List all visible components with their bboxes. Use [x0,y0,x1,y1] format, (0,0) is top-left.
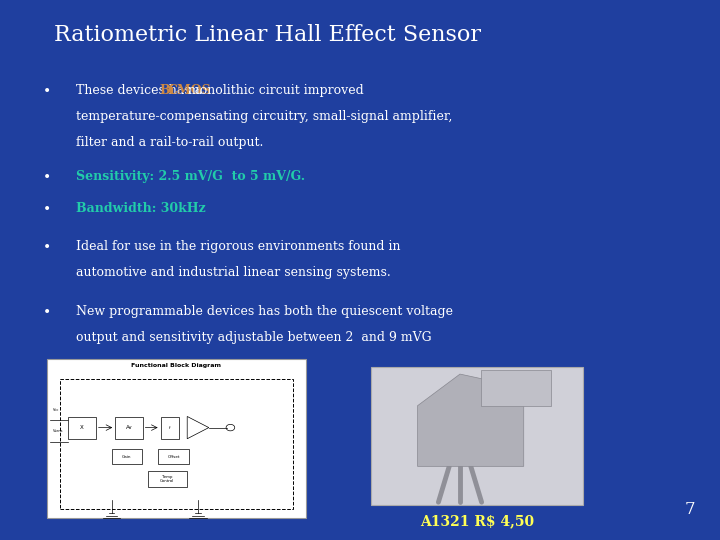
Text: •: • [42,84,51,98]
Text: •: • [42,202,51,217]
FancyBboxPatch shape [112,449,142,464]
Text: temperature-compensating circuitry, small-signal amplifier,: temperature-compensating circuitry, smal… [76,110,452,123]
Text: f: f [168,426,171,430]
Text: X: X [80,426,84,430]
FancyBboxPatch shape [158,449,189,464]
Text: automotive and industrial linear sensing systems.: automotive and industrial linear sensing… [76,266,390,279]
Text: Ratiometric Linear Hall Effect Sensor: Ratiometric Linear Hall Effect Sensor [54,24,481,46]
Text: Bandwidth: 30kHz: Bandwidth: 30kHz [76,202,205,215]
Text: Functional Block Diagram: Functional Block Diagram [132,363,222,368]
FancyBboxPatch shape [47,359,306,518]
Text: Temp
Control: Temp Control [161,475,174,483]
Text: Av: Av [125,426,132,430]
Text: monolithic circuit improved: monolithic circuit improved [184,84,364,97]
Text: output and sensitivity adjustable between 2  and 9 mVG: output and sensitivity adjustable betwee… [76,331,431,344]
Text: New programmable devices has both the quiescent voltage: New programmable devices has both the qu… [76,305,453,318]
FancyBboxPatch shape [115,417,143,438]
Text: CMOS: CMOS [168,84,211,97]
Text: •: • [42,170,51,184]
Text: These devices has a: These devices has a [76,84,206,97]
Text: Vcc: Vcc [53,408,59,412]
Text: Offset: Offset [167,455,180,458]
Polygon shape [187,416,209,438]
FancyBboxPatch shape [161,417,179,438]
Text: 7: 7 [684,502,695,518]
Text: Bi: Bi [159,84,174,97]
Text: Gain: Gain [122,455,132,458]
Text: Ideal for use in the rigorous environments found in: Ideal for use in the rigorous environmen… [76,240,400,253]
Text: •: • [42,240,51,254]
FancyBboxPatch shape [371,367,583,505]
Text: Sensitivity: 2.5 mV/G  to 5 mV/G.: Sensitivity: 2.5 mV/G to 5 mV/G. [76,170,305,183]
Text: •: • [42,305,51,319]
Text: A1321 R$ 4,50: A1321 R$ 4,50 [420,515,534,529]
FancyBboxPatch shape [68,417,96,438]
FancyBboxPatch shape [148,471,187,487]
Polygon shape [418,374,523,467]
Polygon shape [481,370,552,406]
Text: filter and a rail-to-rail output.: filter and a rail-to-rail output. [76,136,263,148]
Text: Vsens: Vsens [53,429,63,433]
